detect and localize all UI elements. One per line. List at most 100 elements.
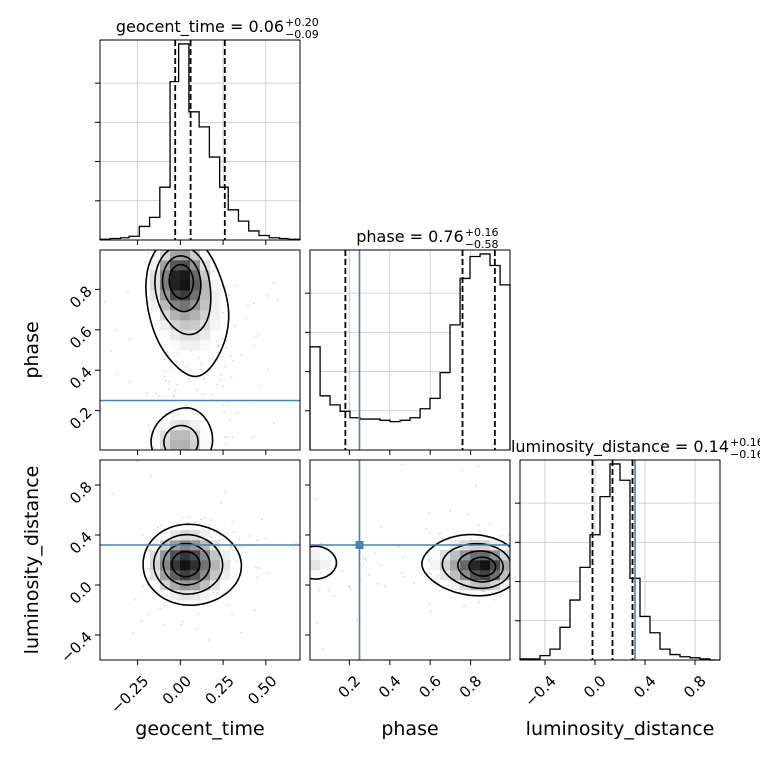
hist-bar [380,420,390,450]
panel-frame [309,459,511,661]
density-cell [200,440,211,450]
sample-point [172,395,175,398]
sample-point [224,365,227,368]
panel-frame [99,249,301,451]
sample-point [216,591,219,594]
sample-point [240,354,243,357]
y-axis-label-phase: phase [21,321,43,378]
contour-line [162,542,211,586]
density-cell [180,440,191,450]
hist-bar [680,656,690,660]
sample-point [337,565,340,568]
x-tick-label-geocent_time: 0.25 [201,672,237,708]
hist-bar [330,404,341,450]
sample-point [228,419,231,422]
density-cell [160,310,171,321]
sample-point [158,395,161,398]
y-tick-label-phase: 0.2 [66,404,96,434]
density-cell [450,560,461,571]
sample-point [249,534,252,537]
sample-point [327,589,330,592]
hist-bar [320,395,330,450]
sample-point [314,498,317,501]
sample-point [221,311,224,314]
hist-bar [600,496,610,660]
sample-point [428,532,431,535]
hist-bar [430,398,441,450]
sample-point [265,537,268,540]
sample-point [202,377,205,380]
hist-bar [178,43,189,240]
density-cell [480,550,491,561]
sample-point [255,335,258,338]
sample-point [220,355,223,358]
sample-point [174,389,177,392]
hist-bar [540,655,550,660]
hist-outline [309,253,511,450]
hist-bar [110,238,121,240]
density-cell [180,430,191,441]
panel-frame [99,459,301,661]
hist-bar [490,265,501,450]
density-cell [470,560,481,571]
sample-point [425,579,428,582]
density-cell [210,330,221,341]
density-cell [210,550,221,561]
sample-point [428,511,431,514]
hist-bar [248,230,259,240]
density-cell [200,340,211,351]
sample-point [273,422,276,425]
sample-point [239,631,242,634]
density-cell [220,550,231,561]
density-cell [490,570,501,581]
sample-point [115,329,118,332]
hist-bar [350,417,361,450]
sample-point [153,446,156,449]
density-cell [470,580,481,591]
density-cell [450,550,461,561]
sample-point [241,545,244,548]
density-cell [170,560,181,571]
sample-point [373,552,376,555]
hist-panel-geocent_time [95,39,301,245]
density-cell [200,550,211,561]
sample-point [160,524,163,527]
sample-point [483,590,486,593]
density-cell [180,560,191,571]
hist-bar [590,534,600,660]
hist-bar [460,278,470,450]
density-cell [190,320,201,331]
hist-bar [670,654,680,660]
density-cell [170,330,181,341]
density-cell [190,560,201,571]
panel-title-geocent_time: geocent_time = 0.06 [116,17,284,37]
sample-point [400,571,403,574]
density-cell [160,420,171,431]
sample-point [478,523,481,526]
sample-point [460,469,463,472]
sample-point [147,613,150,616]
density-cell [500,570,510,581]
density-cell [170,280,181,291]
x-axis-label-phase: phase [381,718,438,740]
sample-point [141,584,144,587]
sample-point [225,443,228,446]
density-cell [190,280,201,291]
sample-point [181,360,184,363]
sample-point [158,425,161,428]
density-cell [150,290,161,301]
x-tick-label-geocent_time: 0.00 [159,672,195,708]
density-cell [190,440,201,450]
sample-point [199,518,202,521]
density-cell [170,420,181,431]
sample-point [355,618,358,621]
panel-title-phase: phase = 0.76 [356,227,463,246]
sample-point [368,573,371,576]
density-cell [180,340,191,351]
sample-point [211,270,214,273]
density-cell [200,430,211,441]
sample-point [220,501,223,504]
sample-point [229,547,232,550]
title-minus: −0.16 [730,448,760,461]
density-cell [210,320,221,331]
